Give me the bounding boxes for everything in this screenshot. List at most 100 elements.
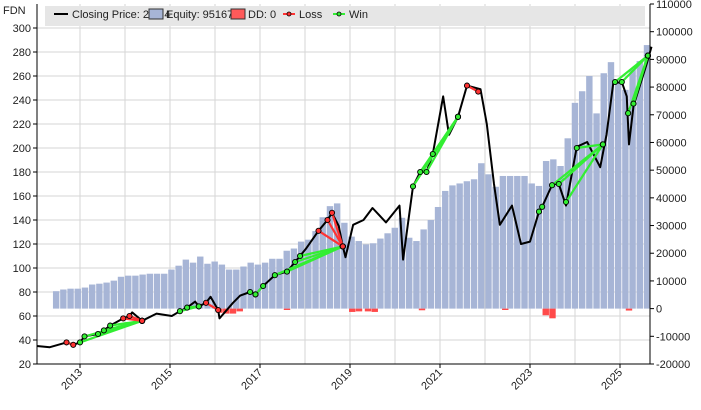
left-tick-label: 200 xyxy=(13,143,31,155)
legend-win-marker xyxy=(336,11,342,17)
equity-bar xyxy=(427,220,435,309)
loss-trade-line xyxy=(317,229,344,248)
closing-price-line xyxy=(36,46,653,349)
equity-bar xyxy=(629,69,636,309)
win-trade-line xyxy=(576,143,604,150)
equity-bar xyxy=(305,239,312,309)
equity-bar xyxy=(506,175,514,309)
equity-bar xyxy=(110,280,117,309)
left-tick-label: 40 xyxy=(19,335,31,347)
left-tick-label: 80 xyxy=(19,287,31,299)
equity-bar xyxy=(319,217,326,309)
equity-bar xyxy=(600,73,607,309)
equity-bar xyxy=(434,206,442,309)
equity-bar xyxy=(643,45,651,309)
equity-bar xyxy=(377,238,384,309)
equity-bar xyxy=(406,237,413,309)
equity-bar xyxy=(550,159,557,309)
price-series xyxy=(36,46,653,349)
win-trade-marker xyxy=(292,258,299,266)
equity-bar xyxy=(463,181,471,309)
win-trade-line xyxy=(286,245,344,273)
win-trade-marker xyxy=(612,78,619,86)
equity-bar xyxy=(607,62,615,309)
equity-bar xyxy=(355,241,362,309)
win-trade-marker xyxy=(76,339,84,346)
trades xyxy=(63,52,651,348)
equity-bar xyxy=(535,185,543,309)
drawdown-bar xyxy=(355,308,363,312)
win-trade-marker xyxy=(100,327,107,334)
loss-trade-marker xyxy=(324,216,331,224)
equity-bar xyxy=(333,203,341,309)
equity-bar xyxy=(182,259,190,309)
equity-bar xyxy=(593,113,600,309)
win-trade-marker xyxy=(423,168,430,176)
left-tick-label: 100 xyxy=(13,263,31,275)
equity-bar xyxy=(161,273,168,309)
win-trade-marker xyxy=(644,52,651,59)
win-trade-marker xyxy=(81,333,88,340)
loss-trade-marker xyxy=(328,209,336,216)
equity-bar xyxy=(225,269,233,309)
win-trade-marker xyxy=(283,268,291,275)
equity-bar xyxy=(96,283,103,309)
equity-bars xyxy=(52,45,651,309)
win-trade-marker xyxy=(176,308,183,315)
equity-bar xyxy=(478,163,485,309)
win-trade-marker xyxy=(573,144,580,152)
right-tick-label: -10000 xyxy=(656,331,690,343)
left-tick-label: 240 xyxy=(13,95,31,107)
loss-trade-marker xyxy=(475,88,482,95)
win-trade-line xyxy=(558,143,604,185)
win-trade-marker xyxy=(296,252,304,260)
right-tick-label: 70000 xyxy=(656,110,687,122)
loss-trade-line xyxy=(330,212,344,247)
left-tick-label: 280 xyxy=(13,47,31,59)
equity-bar xyxy=(103,282,110,309)
equity-bar xyxy=(442,190,449,309)
equity-bar xyxy=(326,206,334,309)
equity-bar xyxy=(571,102,579,309)
equity-bar xyxy=(456,183,463,309)
win-trade-line xyxy=(565,143,604,203)
x-tick-label: 2025 xyxy=(599,367,625,393)
equity-bar xyxy=(391,227,399,309)
loss-trade-marker xyxy=(339,243,346,250)
left-tick-label: 140 xyxy=(13,215,31,227)
equity-bar xyxy=(636,61,643,309)
equity-bar xyxy=(341,222,348,309)
drawdown-bar xyxy=(549,308,556,319)
drawdown-bar xyxy=(229,308,237,314)
loss-trade-marker xyxy=(70,341,77,348)
equity-bar xyxy=(60,289,67,309)
equity-bar xyxy=(312,231,319,309)
drawdown-bar xyxy=(364,308,372,312)
equity-bar xyxy=(283,250,290,309)
equity-bar xyxy=(470,179,478,309)
drawdown-bars xyxy=(216,308,633,319)
equity-bar xyxy=(297,241,305,309)
equity-bar xyxy=(369,243,377,309)
equity-bar xyxy=(384,233,391,309)
win-trade-line xyxy=(621,54,649,83)
equity-bar xyxy=(557,166,564,309)
equity-bar xyxy=(153,273,161,309)
x-tick-label: 2023 xyxy=(509,367,535,393)
equity-bar xyxy=(74,288,81,309)
win-trade-marker xyxy=(549,182,556,189)
win-trade-marker xyxy=(252,291,259,298)
left-tick-label: 160 xyxy=(13,191,31,203)
equity-bar xyxy=(348,236,355,309)
equity-bar xyxy=(290,248,298,309)
win-trade-line xyxy=(632,55,649,104)
left-tick-label: 220 xyxy=(13,119,31,131)
equity-bar xyxy=(132,275,139,309)
equity-bar xyxy=(564,138,571,309)
equity-bar xyxy=(240,266,247,309)
equity-bar xyxy=(578,91,586,309)
axes: 20 40 60 80 100 120 140 160 180 200 220 240 260 280 30… xyxy=(13,0,693,392)
equity-bar xyxy=(492,186,499,309)
equity-bar xyxy=(211,261,218,309)
legend-dd-swatch xyxy=(230,8,246,20)
